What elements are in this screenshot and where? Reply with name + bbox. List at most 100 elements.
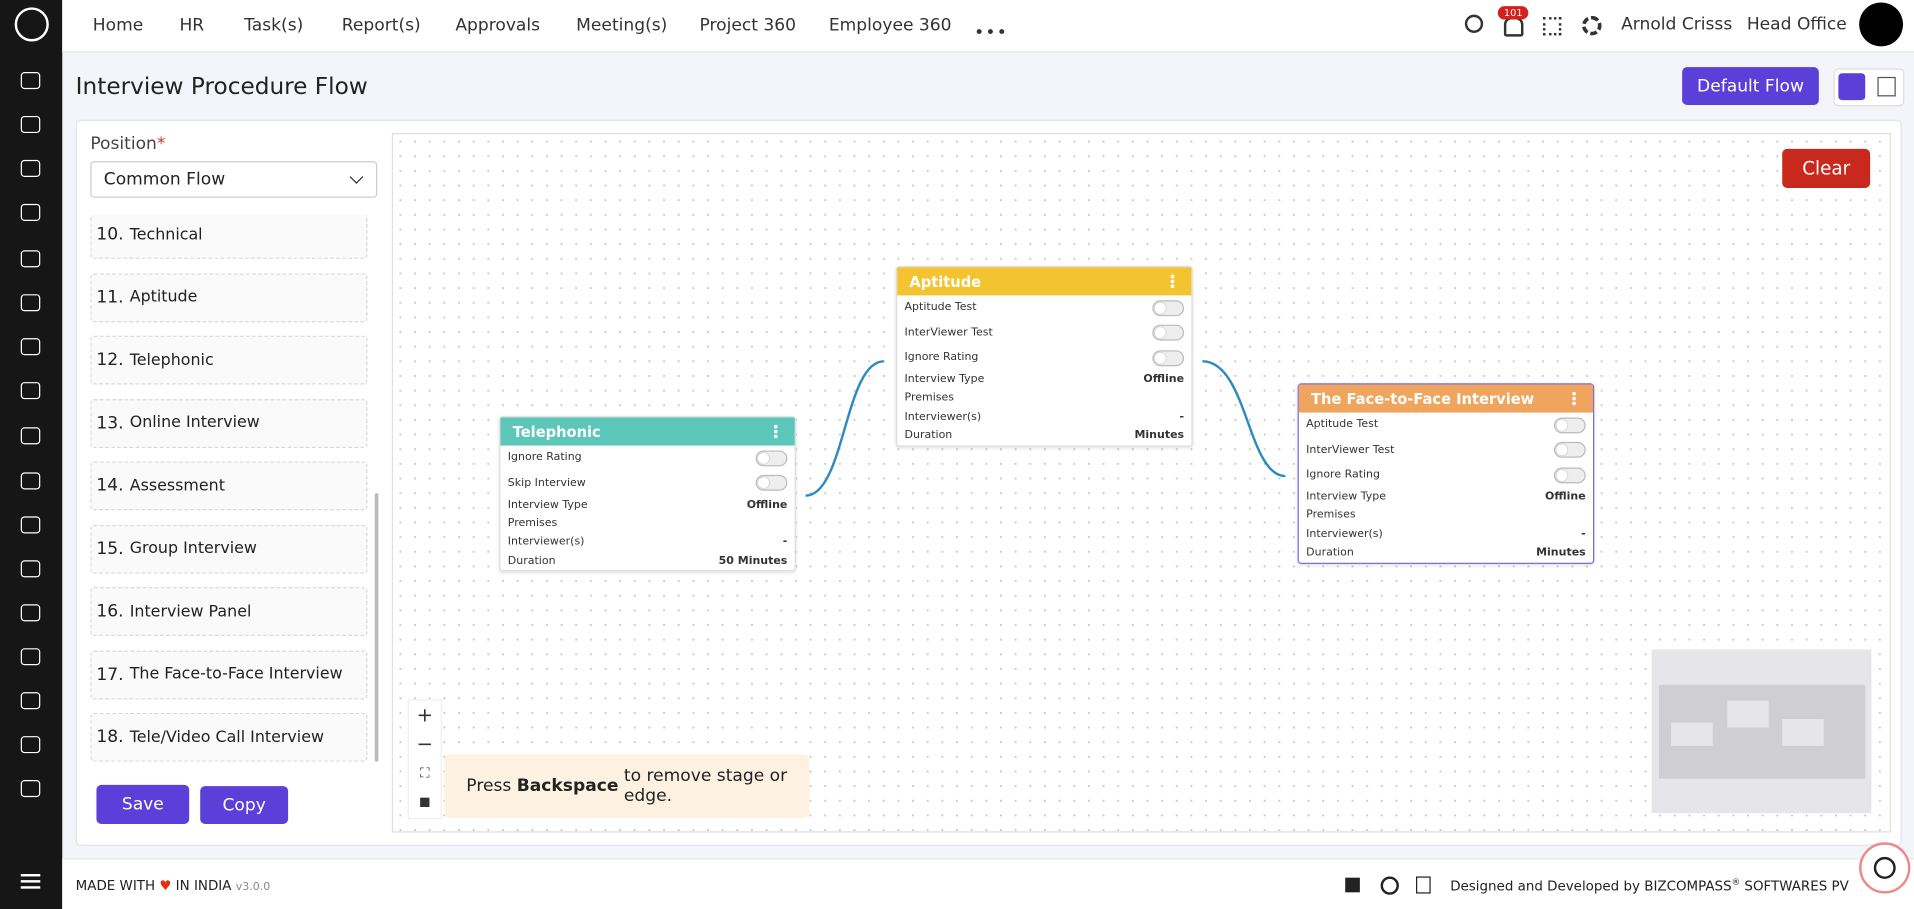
stage-item[interactable]: 15. Group Interview <box>90 524 368 574</box>
view-toggle <box>1833 68 1905 107</box>
node-row: Ignore Rating <box>897 345 1191 370</box>
row-label: Premises <box>904 392 954 405</box>
stage-item[interactable]: 16. Interview Panel <box>90 587 368 636</box>
node-menu[interactable] <box>773 429 778 434</box>
nav-link[interactable]: HR <box>179 15 205 36</box>
sidebar-nav <box>0 0 63 909</box>
toggle[interactable] <box>1553 442 1586 459</box>
fit-view[interactable]: ⛶ <box>420 765 430 782</box>
toggle[interactable] <box>1553 417 1586 434</box>
sidebar-icon[interactable] <box>20 516 41 534</box>
stage-name: Group Interview <box>129 539 257 558</box>
node-row: Interview Type Offline <box>1299 488 1593 507</box>
sidebar-icon[interactable] <box>20 604 41 622</box>
stage-item[interactable]: 14. Assessment <box>90 461 368 511</box>
office-name[interactable]: Head Office <box>1746 14 1847 35</box>
row-value: - <box>1179 411 1185 424</box>
toggle[interactable] <box>755 475 788 492</box>
row-label: Premises <box>507 517 558 530</box>
edge[interactable] <box>1202 360 1286 478</box>
flow-view-button[interactable] <box>1838 73 1866 101</box>
zoom-out[interactable]: − <box>416 732 433 756</box>
node-title: The Face-to-Face Interview <box>1311 390 1535 408</box>
sidebar-icon[interactable] <box>20 159 41 178</box>
stage-item[interactable]: 18. Tele/Video Call Interview <box>90 712 368 762</box>
support-icon[interactable] <box>1380 876 1399 895</box>
more-icon[interactable]: ••• <box>974 23 1009 43</box>
copy-button[interactable]: Copy <box>200 786 289 824</box>
node-row: Premises <box>500 514 794 533</box>
sidebar-icon[interactable] <box>20 648 41 666</box>
list-view-button[interactable] <box>1877 76 1896 97</box>
zoom-in[interactable]: + <box>416 703 433 727</box>
apps-icon[interactable] <box>1542 17 1562 36</box>
toggle[interactable] <box>755 450 788 467</box>
sidebar-icon[interactable] <box>20 472 41 490</box>
timer-button[interactable] <box>1859 842 1911 894</box>
node-menu[interactable] <box>1170 279 1175 284</box>
sidebar-icon[interactable] <box>20 294 41 312</box>
stage-name: Technical <box>129 225 203 244</box>
stage-node[interactable]: The Face-to-Face Interview Aptitude Test I… <box>1297 383 1595 564</box>
company-suffix: SOFTWARES PV <box>1744 878 1849 895</box>
node-menu[interactable] <box>1572 396 1576 401</box>
nav-link[interactable]: Meeting(s) <box>576 15 668 36</box>
footer-right: Designed and Developed by BIZCOMPASS® SO… <box>1450 878 1849 895</box>
nav-link[interactable]: Report(s) <box>341 15 421 36</box>
company: BIZCOMPASS <box>1644 878 1732 895</box>
sidebar-icon[interactable] <box>20 382 41 400</box>
notification-icon[interactable] <box>1503 17 1524 37</box>
sidebar-icon[interactable] <box>20 736 41 754</box>
settings-icon[interactable] <box>1582 15 1602 36</box>
expand-icon[interactable] <box>20 874 41 877</box>
row-label: Duration <box>1306 546 1354 560</box>
row-value: - <box>782 536 788 549</box>
stage-node[interactable]: Telephonic Ignore Rating Skip Interview Int… <box>499 416 796 572</box>
row-label: Interviewer(s) <box>904 411 982 424</box>
page-title: Interview Procedure Flow <box>75 73 368 101</box>
row-label: Duration <box>507 554 556 568</box>
sidebar-icon[interactable] <box>20 203 41 221</box>
lock[interactable]: ■ <box>419 795 431 810</box>
logo[interactable] <box>14 7 49 42</box>
sidebar-icon[interactable] <box>20 250 41 268</box>
doc-icon[interactable] <box>1416 876 1431 894</box>
row-label: Aptitude Test <box>1306 419 1379 432</box>
nav-link[interactable]: Project 360 <box>699 15 796 36</box>
stage-item[interactable]: 17. The Face-to-Face Interview <box>90 650 368 699</box>
nav-link[interactable]: Home <box>92 15 144 36</box>
stage-number: 16. <box>96 601 124 622</box>
sidebar-icon[interactable] <box>20 72 41 90</box>
sidebar-icon[interactable] <box>20 338 41 356</box>
sidebar-icon[interactable] <box>20 780 41 798</box>
windows-icon[interactable] <box>1345 877 1360 893</box>
nav-link[interactable]: Task(s) <box>244 15 304 36</box>
sidebar-icon[interactable] <box>20 115 41 134</box>
sidebar-icon[interactable] <box>20 692 41 710</box>
sidebar-icon[interactable] <box>20 560 41 578</box>
nav-link[interactable]: Approvals <box>455 15 541 36</box>
designed-by: Designed and Developed by <box>1450 878 1640 895</box>
toggle[interactable] <box>1553 467 1586 484</box>
sidebar-icon[interactable] <box>20 427 41 445</box>
stage-node[interactable]: Aptitude Aptitude Test InterViewer Test Ign… <box>895 266 1193 447</box>
stage-item[interactable]: 11. Aptitude <box>90 272 368 322</box>
clear-button[interactable]: Clear <box>1782 148 1871 188</box>
avatar[interactable] <box>1859 2 1904 47</box>
position-select[interactable]: Common Flow <box>90 161 378 198</box>
nav-link[interactable]: Employee 360 <box>828 15 952 36</box>
stage-item[interactable]: 12. Telephonic <box>90 335 368 385</box>
stage-item[interactable]: 10. Technical <box>90 214 368 259</box>
node-row: Interviewer(s) - <box>897 408 1191 427</box>
default-flow-button[interactable]: Default Flow <box>1682 67 1819 105</box>
toggle[interactable] <box>1152 325 1185 341</box>
search-icon[interactable] <box>1464 14 1484 33</box>
save-button[interactable]: Save <box>96 784 190 824</box>
toggle[interactable] <box>1152 299 1185 316</box>
row-value: Offline <box>1143 373 1185 386</box>
minimap-node <box>1671 722 1713 746</box>
toggle[interactable] <box>1152 350 1185 366</box>
stage-item[interactable]: 13. Online Interview <box>90 398 368 448</box>
user-name[interactable]: Arnold Crisss <box>1621 14 1733 35</box>
edge[interactable] <box>805 360 884 497</box>
